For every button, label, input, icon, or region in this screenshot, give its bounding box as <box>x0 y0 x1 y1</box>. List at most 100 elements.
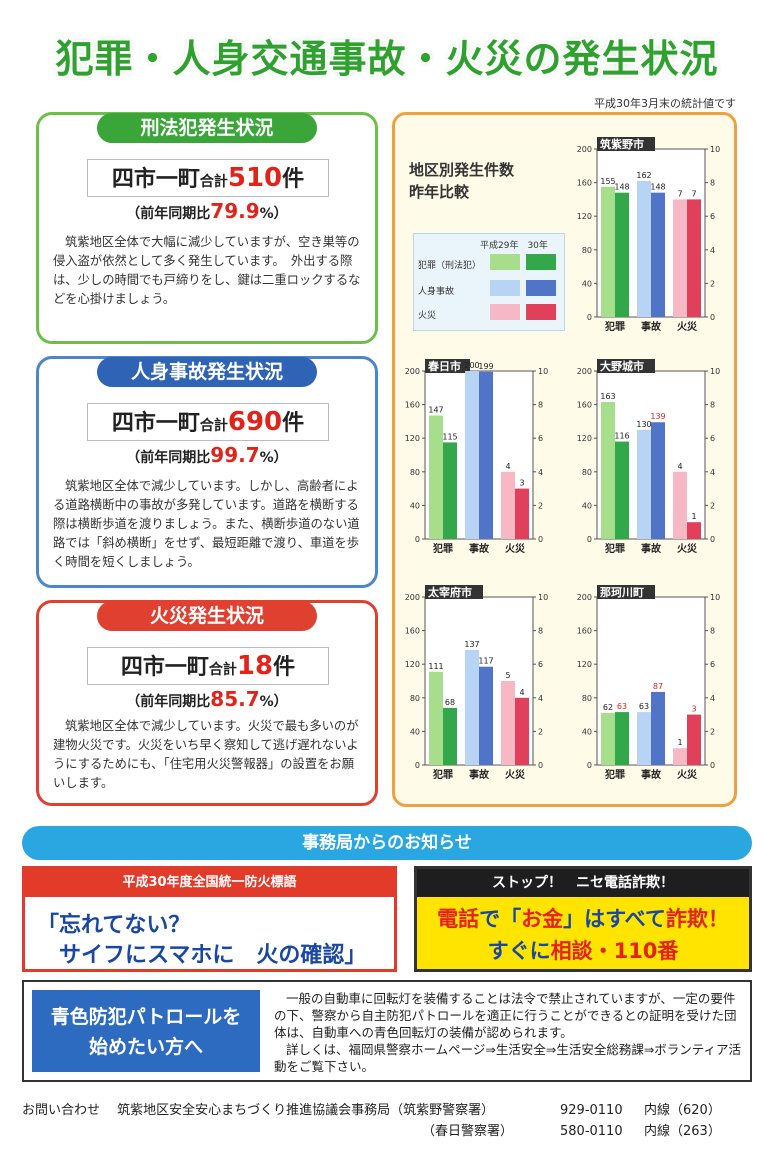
data-label: 155 <box>600 177 615 186</box>
category-label: 犯罪 <box>432 542 453 555</box>
patrol-heading: 青色防犯パトロールを 始めたい方へ <box>32 990 260 1072</box>
contact-line2: （春日警察署） 580-0110 内線（263） <box>22 1121 752 1142</box>
bar-0-1 <box>615 441 629 539</box>
right-tick-label: 6 <box>710 212 715 221</box>
legend-row-traffic: 人身事故 <box>418 287 455 297</box>
chart-onojo: 大野城市 0 40 80 120 160 200 0 2 4 6 8 10 163 116 犯罪 130 139 事… <box>571 359 731 573</box>
right-tick-label: 8 <box>710 179 715 188</box>
left-tick-label: 200 <box>577 593 592 602</box>
legend-row-crime: 犯罪（刑法犯） <box>418 261 482 271</box>
category-label: 事故 <box>469 542 490 555</box>
traffic-ratio-suffix: %） <box>259 450 288 466</box>
left-tick-label: 0 <box>587 535 592 544</box>
chart-legend-title-line1: 地区別発生件数 <box>409 161 515 179</box>
category-label: 火災 <box>505 543 526 555</box>
right-tick-label: 4 <box>710 468 715 477</box>
crime-count: 510 <box>227 163 283 193</box>
data-label: 4 <box>505 462 510 471</box>
fire-unit: 件 <box>273 655 296 680</box>
bar-1-1 <box>651 691 665 765</box>
data-label: 87 <box>653 682 663 691</box>
left-tick-label: 40 <box>582 727 592 736</box>
crime-unit: 件 <box>282 167 305 192</box>
category-label: 犯罪 <box>604 768 625 781</box>
contact-tel1: 929-0110 <box>560 1103 623 1118</box>
chart-nakagawa: 那珂川町 0 40 80 120 160 200 0 2 4 6 8 10 62 63 犯罪 63 87 事故 1 3 火… <box>571 585 731 799</box>
right-tick-label: 10 <box>538 593 548 602</box>
fraud-l1-c: お金 <box>521 907 564 931</box>
bar-1-1 <box>479 666 493 765</box>
crime-ratio-value: 79.9 <box>210 199 260 223</box>
right-tick-label: 10 <box>710 593 720 602</box>
chart-kasuga: 春日市 0 40 80 120 160 200 0 2 4 6 8 10 147 115 犯罪 200 199 事故… <box>399 359 559 573</box>
bar-2-0 <box>501 471 515 539</box>
patrol-text: 一般の自動車に回転灯を装備することは法令で禁止されていますが、一定の要件の下、警… <box>274 990 744 1075</box>
bar-0-0 <box>601 186 615 317</box>
legend-swatch-traffic-29 <box>490 280 520 296</box>
right-tick-label: 0 <box>538 535 543 544</box>
left-tick-label: 160 <box>577 627 592 636</box>
bar-2-0 <box>673 199 687 317</box>
fraud-l2-b: 相談・110番 <box>550 939 679 963</box>
right-tick-label: 2 <box>538 727 543 736</box>
bar-2-0 <box>673 471 687 539</box>
right-tick-label: 10 <box>538 367 548 376</box>
chart-title-bg <box>425 585 483 599</box>
data-label: 115 <box>442 432 457 441</box>
legend-swatch-crime-30 <box>526 254 556 270</box>
right-tick-label: 10 <box>710 145 720 154</box>
chart-chikushino: 筑紫野市 0 40 80 120 160 200 0 2 4 6 8 10 155 148 犯罪 162 148 事… <box>571 137 731 351</box>
traffic-count: 690 <box>227 407 283 437</box>
category-label: 事故 <box>641 320 662 333</box>
left-tick-label: 200 <box>577 145 592 154</box>
right-tick-label: 0 <box>710 535 715 544</box>
right-tick-label: 4 <box>710 246 715 255</box>
legend-swatch-fire-29 <box>490 304 520 320</box>
data-label: 200 <box>464 361 479 370</box>
fire-panel: 火災発生状況 四市一町合計18件 （前年同期比85.7%） 筑紫地区全体で減少し… <box>36 600 378 806</box>
patrol-text-1: 一般の自動車に回転灯を装備することは法令で禁止されていますが、一定の要件の下、警… <box>274 991 737 1040</box>
data-label: 1 <box>691 512 696 521</box>
right-tick-label: 0 <box>538 761 543 770</box>
fire-panel-title: 火災発生状況 <box>97 601 317 631</box>
category-label: 犯罪 <box>604 542 625 555</box>
chart-title: 大野城市 <box>600 359 644 373</box>
contact-ext2: 内線（263） <box>644 1124 721 1139</box>
bar-1-0 <box>465 649 479 765</box>
left-tick-label: 120 <box>405 660 420 669</box>
crime-panel-title: 刑法犯発生状況 <box>97 113 317 143</box>
fire-ratio-suffix: %） <box>259 694 288 710</box>
right-tick-label: 4 <box>538 468 543 477</box>
patrol-heading-line1: 青色防犯パトロールを <box>50 1006 242 1028</box>
bar-2-0 <box>501 681 515 765</box>
left-tick-label: 120 <box>577 434 592 443</box>
chart-title-bg <box>425 359 470 373</box>
legend-swatch-fire-30 <box>526 304 556 320</box>
right-tick-label: 2 <box>538 501 543 510</box>
data-label: 163 <box>600 392 615 401</box>
right-tick-label: 2 <box>710 727 715 736</box>
data-label: 63 <box>639 702 649 711</box>
patrol-heading-line2: 始めたい方へ <box>88 1036 203 1058</box>
fire-slogan-header: 平成30年度全国統一防火標語 <box>25 869 394 897</box>
right-tick-label: 10 <box>710 367 720 376</box>
fraud-background <box>417 897 749 969</box>
traffic-area: 四市一町 <box>111 411 200 436</box>
crime-total-label: 合計 <box>199 174 228 190</box>
right-tick-label: 2 <box>710 501 715 510</box>
data-label: 162 <box>636 171 651 180</box>
right-tick-label: 2 <box>710 279 715 288</box>
left-tick-label: 160 <box>405 401 420 410</box>
left-tick-label: 0 <box>587 761 592 770</box>
bar-1-1 <box>479 371 493 539</box>
page-title: 犯罪・人身交通事故・火災の発生状況 <box>55 37 719 81</box>
chart-title-bg <box>597 137 655 151</box>
contact-station2: （春日警察署） <box>422 1124 514 1139</box>
left-tick-label: 200 <box>405 593 420 602</box>
data-label: 68 <box>445 698 455 707</box>
legend-row-fire: 火災 <box>418 311 437 321</box>
fire-count: 18 <box>236 651 274 681</box>
fire-area: 四市一町 <box>120 655 209 680</box>
fraud-warning-box: ストップ！ ニセ電話詐欺！ 電話で「お金」はすべて詐欺！ すぐに相談・110番 <box>414 866 752 972</box>
